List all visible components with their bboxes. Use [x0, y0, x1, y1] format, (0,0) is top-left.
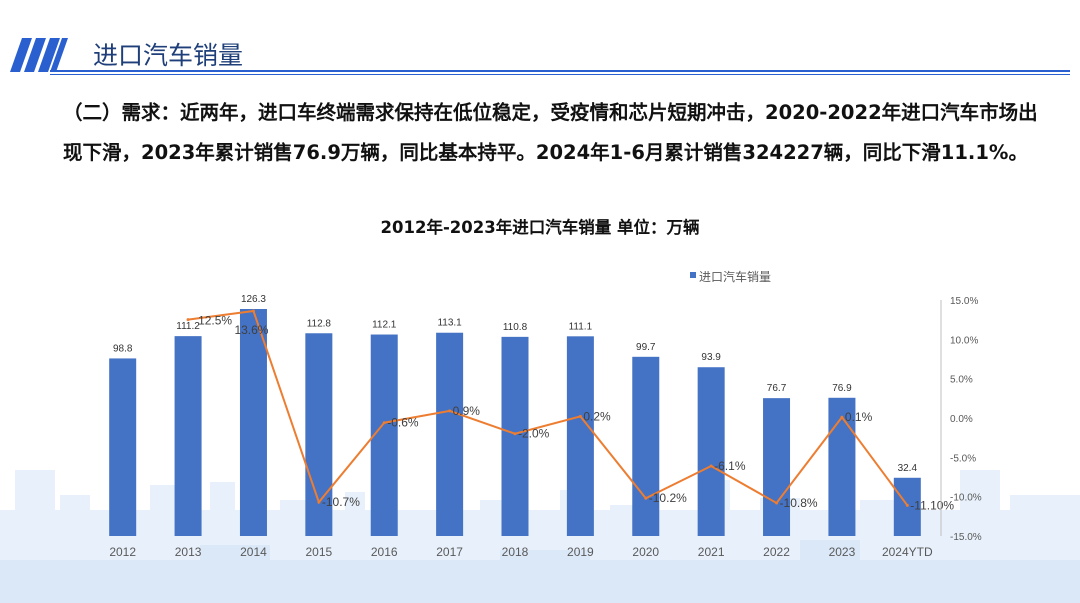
bar-2012 — [109, 358, 137, 536]
growth-point-2019 — [578, 414, 582, 418]
chart-legend: 进口汽车销量 — [690, 269, 771, 284]
right-tick-2: 5.0% — [950, 375, 973, 386]
growth-point-2024YTD — [905, 503, 909, 507]
x-tick-2022: 2022 — [763, 545, 790, 559]
x-tick-2021: 2021 — [698, 545, 725, 559]
x-tick-2014: 2014 — [240, 545, 267, 559]
growth-label-2016: -0.6% — [387, 416, 419, 430]
x-tick-2020: 2020 — [632, 545, 659, 559]
bar-2020 — [632, 356, 660, 536]
growth-label-2013: 12.5% — [198, 314, 232, 328]
legend-label-sales: 进口汽车销量 — [699, 269, 771, 284]
growth-point-2015 — [317, 500, 321, 504]
growth-point-2018 — [513, 432, 517, 436]
bar-label-2014: 126.3 — [241, 294, 266, 305]
growth-point-2017 — [448, 409, 452, 413]
growth-point-2014 — [251, 309, 255, 313]
growth-label-2014: 13.6% — [234, 323, 268, 337]
bar-2014 — [239, 309, 267, 536]
bar-label-2016: 112.1 — [372, 320, 397, 331]
growth-label-2024YTD: -11.10% — [910, 498, 954, 512]
bar-2013 — [174, 336, 202, 536]
growth-label-2017: 0.9% — [453, 404, 481, 418]
growth-point-2022 — [775, 501, 779, 505]
legend-swatch-sales — [690, 272, 696, 278]
right-tick-5: -10.0% — [950, 493, 982, 504]
x-tick-2012: 2012 — [109, 545, 136, 559]
bar-label-2018: 110.8 — [503, 322, 528, 333]
right-tick-4: -5.0% — [950, 453, 976, 464]
bar-label-2020: 99.7 — [636, 342, 656, 353]
bar-label-2023: 76.9 — [832, 383, 852, 394]
bar-label-2015: 112.8 — [307, 318, 332, 329]
header-logo-icon — [10, 38, 68, 72]
bar-2022 — [763, 398, 791, 536]
bar-label-2021: 93.9 — [701, 352, 721, 363]
x-tick-2017: 2017 — [436, 545, 463, 559]
right-tick-3: 0.0% — [950, 414, 973, 425]
right-tick-1: 10.0% — [950, 335, 978, 346]
bar-2023 — [828, 397, 856, 536]
summary-paragraph: （二）需求：近两年，进口车终端需求保持在低位稳定，受疫情和芯片短期冲击，2020… — [63, 101, 1038, 164]
growth-point-2021 — [709, 464, 713, 468]
x-tick-2023: 2023 — [829, 545, 856, 559]
chart-title: 2012年-2023年进口汽车销量 单位：万辆 — [380, 218, 700, 237]
bar-label-2017: 113.1 — [437, 318, 462, 329]
bar-label-2012: 98.8 — [113, 343, 133, 354]
right-tick-6: -15.0% — [950, 532, 982, 543]
x-tick-2016: 2016 — [371, 545, 398, 559]
right-tick-0: 15.0% — [950, 296, 978, 307]
growth-label-2022: -10.8% — [780, 496, 818, 510]
bar-2018 — [501, 336, 529, 536]
growth-label-2015: -10.7% — [322, 495, 360, 509]
bar-2017 — [436, 332, 464, 536]
growth-line — [187, 309, 909, 506]
x-tick-2024YTD: 2024YTD — [882, 545, 933, 559]
growth-label-2019: 0.2% — [583, 409, 611, 423]
x-tick-2015: 2015 — [305, 545, 332, 559]
header-divider — [50, 70, 1070, 72]
bar-label-2022: 76.7 — [767, 383, 787, 394]
page-title: 进口汽车销量 — [93, 41, 244, 70]
bar-2019 — [566, 336, 594, 536]
header-divider-thin — [50, 74, 1070, 75]
x-tick-2019: 2019 — [567, 545, 594, 559]
x-tick-2018: 2018 — [502, 545, 529, 559]
growth-point-2023 — [840, 415, 844, 419]
x-tick-2013: 2013 — [175, 545, 202, 559]
growth-label-2020: -10.2% — [649, 491, 687, 505]
growth-point-2013 — [186, 318, 190, 322]
bar-label-2019: 111.1 — [569, 321, 593, 332]
bar-2016 — [370, 334, 398, 536]
bar-2021 — [697, 367, 725, 536]
bar-2024YTD — [893, 477, 921, 536]
growth-label-2018: -2.0% — [518, 427, 550, 441]
bar-label-2024YTD: 32.4 — [898, 463, 918, 474]
growth-point-2016 — [382, 421, 386, 425]
growth-label-2021: -6.1% — [714, 459, 746, 473]
growth-point-2020 — [644, 496, 648, 500]
growth-label-2023: 0.1% — [845, 410, 873, 424]
bar-label-2013: 111.2 — [176, 321, 200, 332]
